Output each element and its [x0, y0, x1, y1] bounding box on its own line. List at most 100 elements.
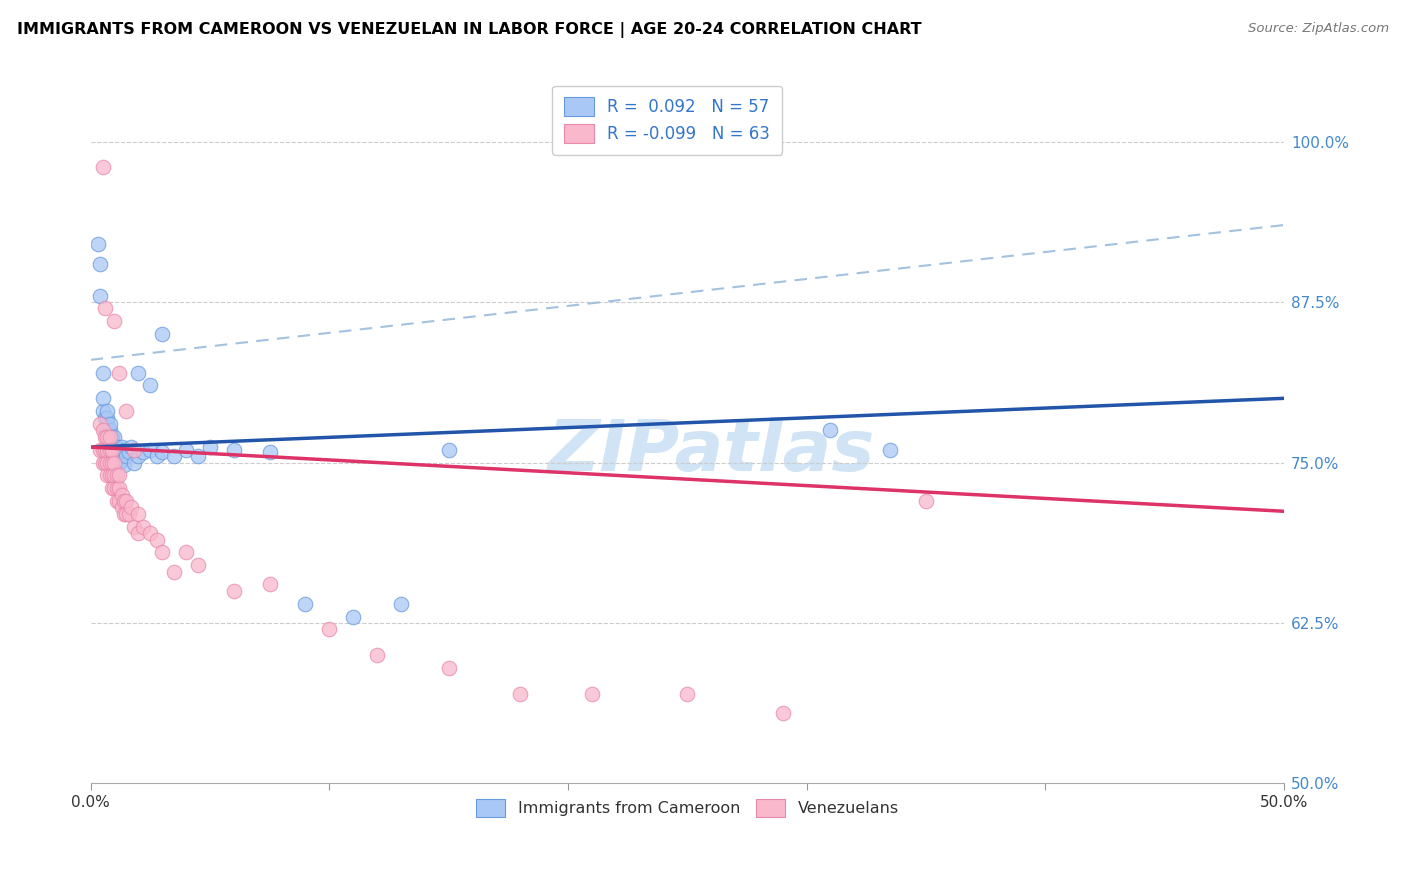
Point — [820, 424, 842, 438]
Point — [96, 430, 118, 444]
Point — [105, 440, 128, 454]
Text: IMMIGRANTS FROM CAMEROON VS VENEZUELAN IN LABOR FORCE | AGE 20-24 CORRELATION CH: IMMIGRANTS FROM CAMEROON VS VENEZUELAN I… — [17, 22, 921, 38]
Point — [150, 545, 173, 559]
Point — [294, 597, 316, 611]
Point — [150, 445, 173, 459]
Point — [127, 366, 149, 380]
Point — [581, 687, 603, 701]
Point — [111, 440, 134, 454]
Point — [101, 442, 124, 457]
Point — [111, 487, 134, 501]
Point — [139, 442, 162, 457]
Point — [127, 449, 149, 463]
Point — [150, 327, 173, 342]
Point — [105, 494, 128, 508]
Point — [115, 494, 138, 508]
Point — [108, 366, 131, 380]
Point — [105, 468, 128, 483]
Point — [96, 424, 118, 438]
Point — [163, 565, 186, 579]
Point — [91, 366, 114, 380]
Point — [122, 442, 145, 457]
Point — [94, 442, 117, 457]
Point — [91, 161, 114, 175]
Point — [98, 417, 121, 431]
Point — [198, 440, 221, 454]
Point — [91, 424, 114, 438]
Point — [96, 468, 118, 483]
Legend: Immigrants from Cameroon, Venezuelans: Immigrants from Cameroon, Venezuelans — [468, 791, 907, 825]
Point — [115, 507, 138, 521]
Point — [103, 481, 125, 495]
Point — [139, 378, 162, 392]
Point — [91, 404, 114, 418]
Point — [259, 577, 281, 591]
Point — [122, 456, 145, 470]
Point — [94, 456, 117, 470]
Point — [101, 436, 124, 450]
Point — [103, 442, 125, 457]
Point — [118, 507, 141, 521]
Point — [112, 442, 135, 457]
Point — [112, 458, 135, 472]
Point — [174, 545, 197, 559]
Point — [94, 430, 117, 444]
Text: Source: ZipAtlas.com: Source: ZipAtlas.com — [1249, 22, 1389, 36]
Point — [91, 442, 114, 457]
Point — [94, 424, 117, 438]
Point — [98, 424, 121, 438]
Point — [96, 404, 118, 418]
Point — [89, 417, 111, 431]
Point — [342, 609, 364, 624]
Point — [98, 468, 121, 483]
Point — [108, 456, 131, 470]
Point — [98, 442, 121, 457]
Point — [96, 456, 118, 470]
Text: ZIPatlas: ZIPatlas — [547, 417, 875, 486]
Point — [146, 533, 169, 547]
Point — [103, 314, 125, 328]
Point — [118, 445, 141, 459]
Point — [91, 392, 114, 406]
Point — [98, 430, 121, 444]
Point — [89, 256, 111, 270]
Point — [96, 442, 118, 457]
Point — [108, 481, 131, 495]
Point — [112, 494, 135, 508]
Point — [98, 436, 121, 450]
Point — [222, 583, 245, 598]
Point — [772, 706, 794, 720]
Point — [105, 481, 128, 495]
Point — [108, 442, 131, 457]
Point — [120, 500, 142, 515]
Point — [389, 597, 412, 611]
Point — [96, 417, 118, 431]
Point — [122, 519, 145, 533]
Point — [318, 623, 340, 637]
Point — [111, 500, 134, 515]
Point — [111, 453, 134, 467]
Point — [89, 288, 111, 302]
Point — [103, 468, 125, 483]
Point — [366, 648, 388, 662]
Point — [87, 237, 110, 252]
Point — [101, 442, 124, 457]
Point — [103, 456, 125, 470]
Point — [101, 430, 124, 444]
Point — [115, 449, 138, 463]
Point — [915, 494, 938, 508]
Point — [222, 442, 245, 457]
Point — [108, 468, 131, 483]
Point — [108, 494, 131, 508]
Point — [120, 440, 142, 454]
Point — [96, 410, 118, 425]
Point — [94, 410, 117, 425]
Point — [94, 301, 117, 316]
Point — [879, 442, 901, 457]
Point — [132, 445, 155, 459]
Point — [89, 442, 111, 457]
Point — [101, 456, 124, 470]
Point — [187, 449, 209, 463]
Point — [101, 468, 124, 483]
Point — [98, 456, 121, 470]
